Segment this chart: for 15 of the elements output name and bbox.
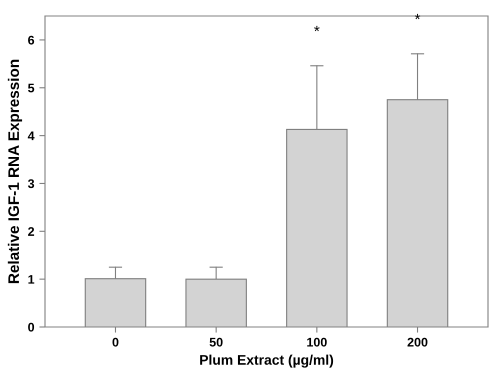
y-tick-label: 0	[28, 322, 34, 332]
y-tick-label: 6	[28, 36, 34, 45]
x-tick-label: 50	[210, 338, 223, 347]
x-axis-title: Plum Extract (µg/ml)	[200, 354, 334, 368]
annotation: *	[414, 14, 420, 20]
annotation: *	[314, 26, 320, 32]
x-tick-label: 100	[307, 338, 327, 347]
y-tick-label: 1	[28, 275, 34, 284]
y-tick-label: 3	[28, 179, 34, 188]
y-tick-label: 5	[28, 84, 34, 92]
y-tick-label: 4	[28, 132, 35, 140]
y-axis-title: Relative IGF-1 RNA Expression	[8, 60, 22, 284]
x-tick-label: 0	[112, 338, 118, 347]
y-tick-label: 2	[28, 227, 34, 236]
x-tick-label: 200	[408, 338, 428, 347]
